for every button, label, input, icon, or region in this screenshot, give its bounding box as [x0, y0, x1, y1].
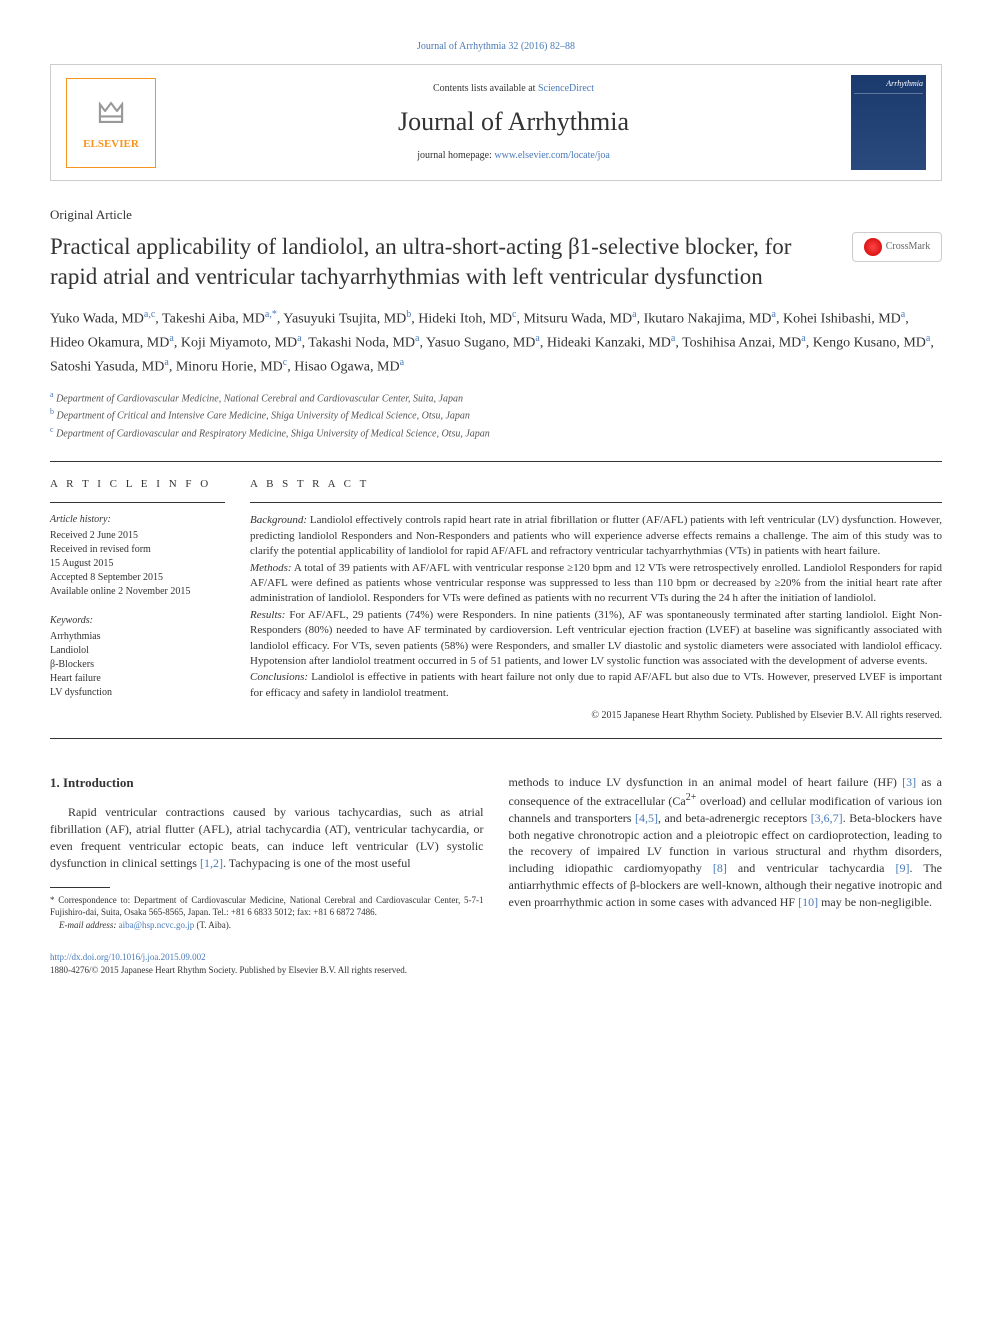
abstract-heading: A B S T R A C T — [250, 477, 942, 492]
journal-issue-link[interactable]: Journal of Arrhythmia 32 (2016) 82–88 — [50, 40, 942, 54]
section-1-heading: 1. Introduction — [50, 774, 484, 792]
correspondence-footnote: * Correspondence to: Department of Cardi… — [50, 894, 484, 919]
homepage-link[interactable]: www.elsevier.com/locate/joa — [494, 150, 609, 161]
body-column-right: methods to induce LV dysfunction in an a… — [509, 774, 943, 931]
email-label: E-mail address: — [59, 920, 116, 930]
intro-para-2: methods to induce LV dysfunction in an a… — [509, 774, 943, 910]
crossmark-label: CrossMark — [886, 240, 930, 254]
footer-copyright: 1880-4276/© 2015 Japanese Heart Rhythm S… — [50, 965, 407, 975]
abs-methods-label: Methods: — [250, 562, 292, 574]
authors-list: Yuko Wada, MDa,c, Takeshi Aiba, MDa,*, Y… — [50, 307, 942, 379]
article-type: Original Article — [50, 206, 942, 224]
keywords-label: Keywords: — [50, 614, 225, 628]
abs-results-text: For AF/AFL, 29 patients (74%) were Respo… — [250, 609, 942, 667]
sciencedirect-link[interactable]: ScienceDirect — [538, 83, 594, 94]
abs-conclusions-label: Conclusions: — [250, 671, 308, 683]
intro-para-1: Rapid ventricular contractions caused by… — [50, 804, 484, 871]
contents-prefix: Contents lists available at — [433, 83, 538, 94]
crossmark-badge[interactable]: CrossMark — [852, 232, 942, 262]
abs-results-label: Results: — [250, 609, 285, 621]
article-info-heading: A R T I C L E I N F O — [50, 477, 225, 492]
homepage-line: journal homepage: www.elsevier.com/locat… — [176, 149, 851, 163]
article-info-sidebar: A R T I C L E I N F O Article history: R… — [50, 477, 250, 723]
journal-header: 🜲 ELSEVIER Contents lists available at S… — [50, 64, 942, 181]
keyword-items: ArrhythmiasLandiololβ-BlockersHeart fail… — [50, 630, 225, 700]
corr-text: Correspondence to: Department of Cardiov… — [50, 895, 484, 918]
abs-conclusions-text: Landiolol is effective in patients with … — [250, 671, 942, 698]
journal-cover-thumb[interactable]: Arrhythmia — [851, 75, 926, 170]
abs-methods-text: A total of 39 patients with AF/AFL with … — [250, 562, 942, 605]
history-label: Article history: — [50, 513, 225, 527]
corr-star: * — [50, 895, 55, 905]
elsevier-tree-icon: 🜲 — [97, 93, 124, 135]
article-title: Practical applicability of landiolol, an… — [50, 232, 832, 292]
email-suffix: (T. Aiba). — [196, 920, 231, 930]
abstract: A B S T R A C T Background: Landiolol ef… — [250, 477, 942, 723]
affiliations: a Department of Cardiovascular Medicine,… — [50, 389, 942, 441]
abs-background-label: Background: — [250, 514, 307, 526]
page-footer: http://dx.doi.org/10.1016/j.joa.2015.09.… — [50, 951, 942, 976]
body-column-left: 1. Introduction Rapid ventricular contra… — [50, 774, 484, 931]
cover-title: Arrhythmia — [854, 78, 923, 89]
homepage-prefix: journal homepage: — [417, 150, 494, 161]
abs-background-text: Landiolol effectively controls rapid hea… — [250, 514, 942, 557]
crossmark-icon — [864, 238, 882, 256]
abstract-copyright: © 2015 Japanese Heart Rhythm Society. Pu… — [250, 709, 942, 723]
contents-line: Contents lists available at ScienceDirec… — [176, 82, 851, 96]
journal-title: Journal of Arrhythmia — [176, 104, 851, 140]
history-lines: Received 2 June 2015Received in revised … — [50, 529, 225, 599]
email-link[interactable]: aiba@hsp.ncvc.go.jp — [119, 920, 195, 930]
elsevier-logo[interactable]: 🜲 ELSEVIER — [66, 78, 156, 168]
doi-link[interactable]: http://dx.doi.org/10.1016/j.joa.2015.09.… — [50, 952, 206, 962]
email-footnote: E-mail address: aiba@hsp.ncvc.go.jp (T. … — [50, 919, 484, 932]
elsevier-brand: ELSEVIER — [83, 137, 139, 152]
